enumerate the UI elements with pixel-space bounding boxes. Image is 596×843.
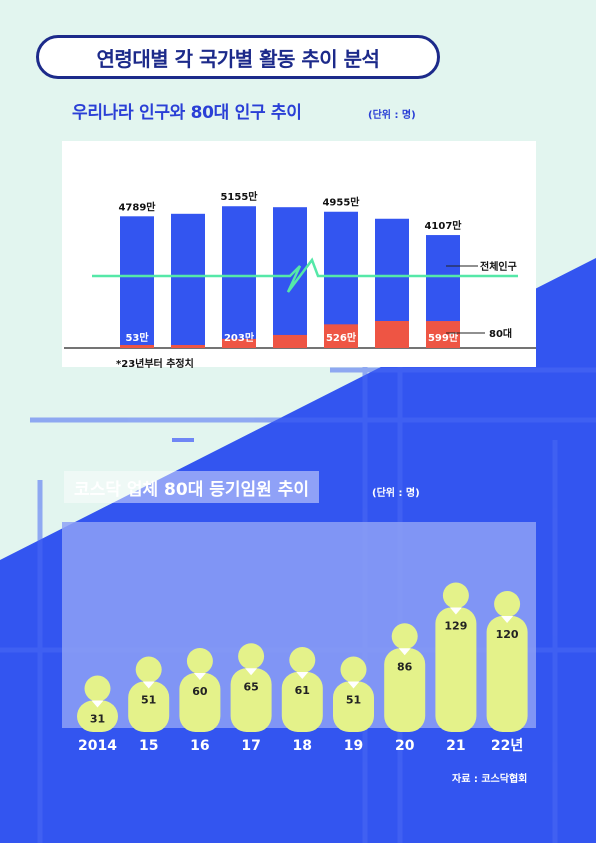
chart2-figure-collar	[347, 681, 360, 689]
chart1-note: *23년부터 추정치	[116, 359, 194, 370]
chart1-legend-total: 전체인구	[480, 260, 517, 273]
chart1-label-total: 4955만	[322, 196, 360, 209]
chart2-category-label: 21	[446, 738, 465, 754]
chart2-figure-body	[435, 607, 477, 732]
chart1-bar-80s	[120, 345, 154, 348]
chart2-figure-head	[135, 656, 162, 683]
chart1-label-total: 4107만	[424, 219, 462, 232]
chart2-figure-body	[128, 681, 170, 732]
chart1-label-80s: 599만	[428, 331, 459, 344]
chart2-category-label: 22년	[491, 738, 523, 754]
chart2-figure-body	[281, 672, 323, 732]
chart1-bar-80s	[171, 345, 205, 348]
chart2-figure-body	[230, 668, 272, 732]
chart2-title: 코스닥 업체 80대 등기임원 추이	[64, 471, 320, 503]
chart1-unit: (단위 : 명)	[368, 110, 416, 121]
chart2-category-label: 19	[344, 738, 363, 754]
chart2-value-label: 51	[141, 694, 156, 707]
chart2-figure-body	[77, 700, 118, 732]
chart2-figure-collar	[501, 616, 514, 623]
chart2-figure-body	[486, 616, 528, 732]
chart1-title: 우리나라 인구와 80대 인구 추이	[72, 103, 302, 123]
chart1-label-total: 4789만	[118, 200, 156, 213]
chart2-value-label: 65	[243, 680, 258, 693]
chart2-figure-collar	[142, 681, 155, 689]
chart1-bar-80s	[324, 324, 358, 348]
chart2-figure-head	[186, 648, 213, 674]
chart2-value-label: 51	[346, 694, 361, 707]
chart2-source: 자료 : 코스닥협회	[452, 774, 528, 785]
chart2-figure-head	[494, 591, 521, 617]
chart2-category-label: 15	[139, 738, 158, 754]
chart2-value-label: 86	[397, 660, 413, 673]
chart1-bar-80s	[273, 334, 307, 348]
chart2-value-label: 31	[90, 713, 105, 726]
chart2-figure-collar	[193, 673, 206, 680]
chart2-figure-collar	[296, 672, 309, 680]
chart2-figure-collar	[91, 700, 104, 708]
chart2-figure-body	[384, 648, 426, 732]
chart2-category-label: 20	[395, 738, 415, 754]
chart1-label-80s: 526만	[326, 331, 357, 344]
chart2-figure-head	[289, 647, 316, 674]
chart2-figure-collar	[245, 668, 258, 676]
chart2-category-label: 17	[241, 738, 260, 754]
chart2-category-label: 16	[190, 738, 209, 754]
chart2-figure-body	[333, 681, 374, 732]
main-title: 연령대별 각 국가별 활동 추이 분석	[36, 35, 440, 79]
chart2-figure-collar	[449, 607, 462, 615]
chart1-label-80s: 203만	[224, 331, 255, 344]
chart2-figure-body	[179, 673, 221, 732]
chart2-category-label: 2014	[78, 738, 117, 754]
chart1-label-total: 5155만	[220, 190, 258, 203]
chart2-unit: (단위 : 명)	[372, 488, 420, 499]
chart2-figure-head	[442, 582, 469, 609]
chart2-value-label: 60	[192, 685, 208, 698]
chart1-bar-80s	[375, 321, 409, 348]
chart2-figure-head	[84, 675, 111, 702]
chart1-bar-total	[171, 213, 205, 348]
chart2-figure-collar	[398, 648, 411, 656]
chart1-trend-line	[92, 257, 518, 293]
chart1-bar-80s	[222, 338, 256, 348]
chart2-figure-head	[340, 656, 367, 683]
chart1-label-80s: 53만	[125, 331, 149, 344]
chart2-category-label: 18	[293, 738, 312, 754]
chart2-figure-head	[238, 643, 265, 670]
decor-dash	[172, 438, 194, 442]
chart1-bar-total	[120, 216, 154, 348]
chart1-bar-total	[273, 207, 307, 348]
chart2-value-label: 129	[444, 619, 467, 632]
chart1-legend-80s: 80대	[489, 327, 512, 340]
chart1-bar-80s	[426, 321, 460, 348]
chart1-source: 자료 : 한국노동연구원, 통계청	[385, 357, 514, 368]
chart2-value-label: 61	[295, 684, 310, 697]
construction-crane-silhouette	[0, 330, 596, 843]
chart2-figure-head	[391, 623, 418, 650]
chart2-value-label: 120	[496, 628, 519, 641]
